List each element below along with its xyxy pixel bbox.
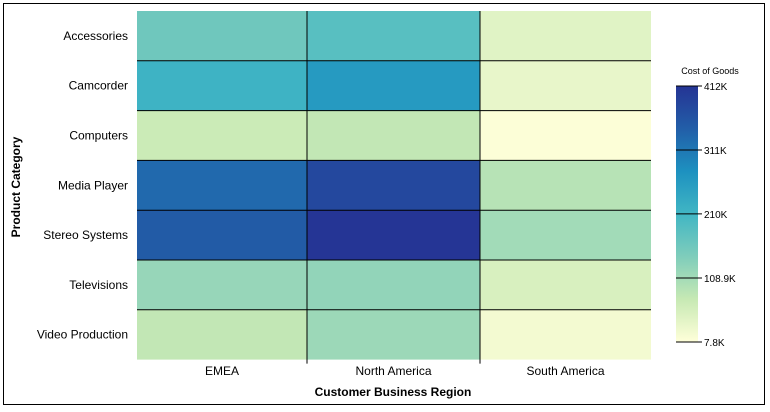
- heatmap-cell: [480, 160, 651, 211]
- y-tick-label: Accessories: [63, 29, 128, 43]
- heatmap-cell: [480, 11, 651, 61]
- heatmap-cell: [307, 11, 480, 61]
- y-axis-labels: Accessories Camcorder Computers Media Playe…: [37, 29, 128, 342]
- heatmap-cells: [137, 11, 651, 360]
- heatmap-cell: [137, 309, 307, 360]
- y-tick-label: Stereo Systems: [43, 228, 128, 242]
- y-tick-label: Computers: [69, 129, 128, 143]
- y-axis-title: Product Category: [9, 136, 23, 237]
- y-tick-label: Media Player: [58, 178, 128, 192]
- heatmap-cell: [307, 309, 480, 360]
- heatmap-cell: [137, 260, 307, 310]
- colorbar-tick-label: 210K: [704, 210, 728, 221]
- heatmap-cell: [137, 60, 307, 111]
- heatmap-cell: [137, 210, 307, 260]
- y-tick-label: Video Production: [37, 328, 128, 342]
- heatmap-cell: [307, 160, 480, 211]
- x-tick-label: North America: [355, 364, 431, 378]
- x-tick-label: EMEA: [205, 364, 239, 378]
- heatmap-cell: [137, 110, 307, 161]
- heatmap-chart: Accessories Camcorder Computers Media Playe…: [9, 11, 739, 399]
- colorbar-tick-label: 311K: [704, 146, 727, 157]
- x-axis-labels: EMEA North America South America: [205, 364, 605, 378]
- colorbar-title: Cost of Goods: [681, 66, 739, 76]
- y-tick-label: Camcorder: [69, 79, 128, 93]
- colorbar-legend: Cost of Goods 412K 311K 210K 108.9K 7.8K: [676, 66, 739, 349]
- heatmap-cell: [480, 110, 651, 161]
- y-tick-label: Televisions: [69, 278, 128, 292]
- colorbar-tick-label: 7.8K: [704, 338, 725, 349]
- heatmap-cell: [307, 210, 480, 260]
- chart-frame: Accessories Camcorder Computers Media Playe…: [3, 3, 765, 405]
- heatmap-cell: [480, 60, 651, 111]
- colorbar-tick-label: 108.9K: [704, 274, 736, 285]
- heatmap-cell: [480, 309, 651, 360]
- colorbar-tick-label: 412K: [704, 82, 728, 93]
- colorbar-ticks: 412K 311K 210K 108.9K 7.8K: [676, 82, 736, 349]
- heatmap-cell: [137, 11, 307, 61]
- x-axis-title: Customer Business Region: [315, 385, 472, 399]
- heatmap-cell: [307, 60, 480, 111]
- heatmap-cell: [307, 260, 480, 310]
- heatmap-cell: [307, 110, 480, 161]
- heatmap-cell: [137, 160, 307, 211]
- heatmap-cell: [480, 210, 651, 260]
- heatmap-grid: [137, 11, 651, 364]
- x-tick-label: South America: [526, 364, 604, 378]
- heatmap-cell: [480, 260, 651, 310]
